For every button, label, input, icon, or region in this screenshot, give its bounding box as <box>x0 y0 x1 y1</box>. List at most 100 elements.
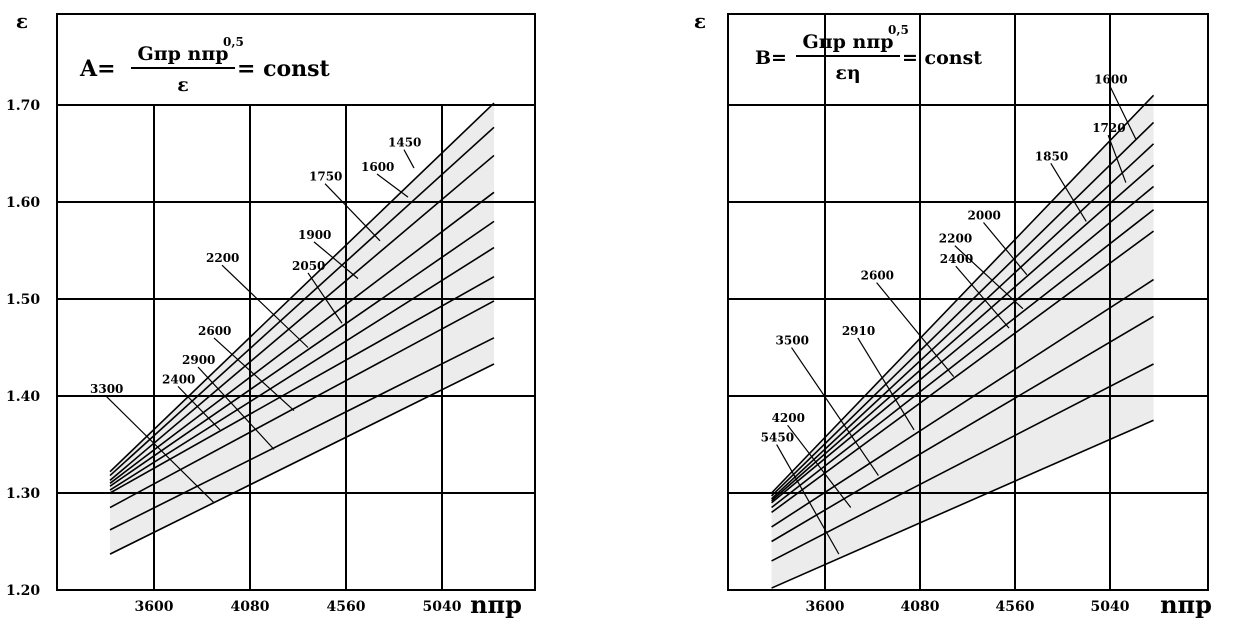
label-leader <box>324 183 381 242</box>
series-line <box>109 275 495 494</box>
formula-denominator: εη <box>835 62 860 84</box>
label-leader <box>221 264 309 348</box>
label-leader <box>857 337 915 431</box>
curve-label: 2400 <box>162 372 195 386</box>
plot-frame <box>727 13 1209 591</box>
curve-label: 1900 <box>298 228 331 242</box>
curve-label: 1450 <box>388 136 421 150</box>
x-axis-label: nпр <box>470 590 522 618</box>
label-leader <box>307 272 343 324</box>
curve-label: 2200 <box>206 251 239 265</box>
x-tick-label: 4560 <box>996 599 1035 615</box>
label-leader <box>313 241 359 280</box>
formula-numerator: Gпр nпр <box>137 43 228 65</box>
series-line <box>109 154 495 482</box>
shaded-region <box>771 95 1154 589</box>
curve-label: 1600 <box>1094 73 1127 87</box>
curve-label: 1600 <box>361 160 394 174</box>
x-tick-label: 5040 <box>423 599 462 615</box>
curve-label: 1750 <box>309 170 342 184</box>
label-leader <box>105 395 215 504</box>
y-axis-label: ε <box>694 9 706 33</box>
series-line <box>771 278 1154 528</box>
x-tick-label: 3600 <box>806 599 845 615</box>
series-line <box>771 230 1155 514</box>
x-tick-label: 3600 <box>135 599 174 615</box>
series-line <box>109 337 495 531</box>
series-line <box>771 209 1155 509</box>
y-tick-label: 1.50 <box>6 292 40 308</box>
y-tick-label: 1.70 <box>6 98 40 114</box>
formula-lhs: A= <box>79 56 116 82</box>
curve-label: 1850 <box>1035 149 1068 163</box>
y-tick-label: 1.40 <box>6 389 40 405</box>
chart-panel-1: 1.20 1.30 1.40 1.50 1.60 1.70 3600 4080 4560 5040… <box>6 9 536 618</box>
curve-label: 2910 <box>842 324 875 338</box>
curve-label: 3500 <box>776 334 809 348</box>
chart-panel-2: 3600 4080 4560 5040 ε nпр 1600 1720 1850 2000 2200… <box>694 9 1212 618</box>
x-axis-label: nпр <box>1160 590 1212 618</box>
curve-label: 5450 <box>761 431 794 445</box>
curve-label: 2600 <box>198 324 231 338</box>
curve-label: 2900 <box>182 353 215 367</box>
plot-frame <box>56 13 536 591</box>
curve-label: 2050 <box>292 259 325 273</box>
formula-numerator: Gпр nпр <box>802 31 893 53</box>
curve-label: 4200 <box>772 411 805 425</box>
formula-lhs: B= <box>755 47 787 69</box>
series-line <box>771 143 1155 500</box>
y-tick-label: 1.30 <box>6 486 40 502</box>
label-leader <box>403 149 415 169</box>
y-axis-label: ε <box>16 9 28 33</box>
y-tick-label: 1.20 <box>6 583 40 599</box>
series-line <box>109 191 495 484</box>
curve-label: 3300 <box>90 382 123 396</box>
series-line <box>770 94 1155 494</box>
label-leader <box>1050 162 1087 222</box>
series-line <box>771 185 1155 504</box>
x-tick-label: 5040 <box>1091 599 1130 615</box>
shaded-region <box>110 103 494 555</box>
label-leader <box>197 366 275 450</box>
x-tick-label: 4080 <box>901 599 940 615</box>
series-line <box>109 126 495 477</box>
series-line <box>771 164 1155 502</box>
label-leader <box>177 385 221 431</box>
label-leader <box>876 282 955 377</box>
label-leader <box>213 337 295 411</box>
formula-rhs: = const <box>237 56 331 82</box>
label-leader <box>955 265 1010 329</box>
curve-label: 1720 <box>1092 121 1125 135</box>
label-leader <box>1109 86 1137 140</box>
label-leader <box>791 347 879 476</box>
x-tick-label: 4080 <box>231 599 270 615</box>
curve-label: 2200 <box>939 232 972 246</box>
x-tick-label: 4560 <box>327 599 366 615</box>
formula-denominator: ε <box>177 74 189 96</box>
formula-exponent: 0,5 <box>223 35 244 49</box>
series-line <box>771 315 1154 543</box>
formula-rhs: = const <box>902 47 982 69</box>
label-leader <box>983 222 1028 276</box>
y-tick-label: 1.60 <box>6 195 40 211</box>
label-leader <box>954 245 1024 310</box>
series-line <box>771 121 1155 497</box>
curve-label: 2000 <box>968 208 1001 222</box>
curve-label: 2600 <box>861 269 894 283</box>
curve-label: 2400 <box>940 252 973 266</box>
formula-exponent: 0,5 <box>888 23 909 37</box>
label-leader <box>1107 134 1127 183</box>
series-line <box>771 419 1154 589</box>
series-line <box>109 363 495 555</box>
series-line <box>109 246 495 491</box>
series-line <box>109 300 495 509</box>
series-line <box>771 363 1154 562</box>
label-leader <box>376 173 409 198</box>
series-line <box>109 220 495 487</box>
label-leader <box>787 424 852 508</box>
label-leader <box>776 444 840 555</box>
series-line <box>109 102 495 473</box>
